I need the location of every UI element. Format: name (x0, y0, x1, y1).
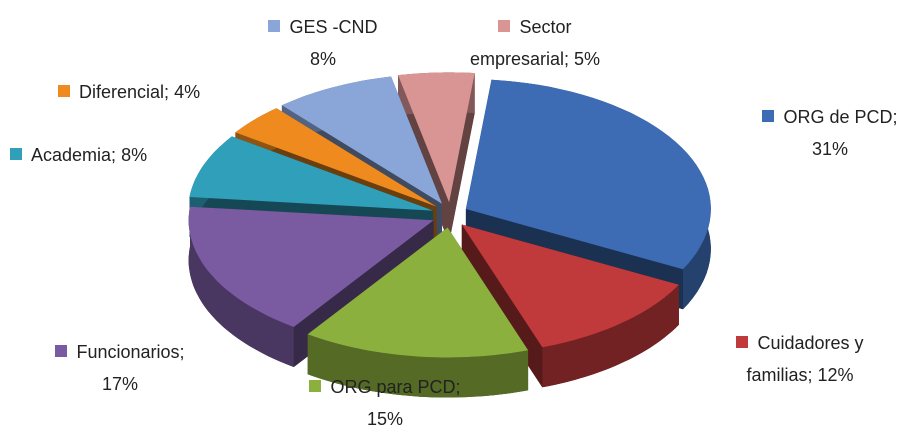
category-label: Funcionarios; (76, 342, 185, 362)
slice-top (189, 136, 434, 211)
legend-marker (498, 20, 511, 32)
data-label: Academia; 8% (10, 139, 230, 171)
category-label: GES -CND (289, 17, 378, 37)
category-label: Academia; (31, 145, 117, 165)
legend-marker (10, 148, 22, 160)
data-label: Funcionarios; 17% (45, 336, 195, 400)
legend-marker (736, 336, 749, 348)
value-label: 8% (121, 145, 148, 165)
slice-top (235, 108, 437, 207)
value-label: 8% (309, 49, 336, 69)
slice-top (281, 76, 442, 204)
data-label: ORG de PCD; 31% (750, 101, 907, 165)
value-label: 12% (817, 365, 854, 385)
slice-top (461, 224, 679, 348)
category-label: Diferencial; (79, 82, 170, 102)
slice-top (307, 227, 529, 358)
data-label: Sector empresarial; 5% (450, 11, 620, 75)
slice-top (188, 206, 434, 327)
category-label: Sector empresarial; (469, 17, 572, 69)
legend-marker (762, 110, 775, 122)
data-label: Cuidadores y familias; 12% (720, 327, 880, 391)
value-label: 17% (101, 374, 139, 394)
category-label: ORG para PCD; (330, 377, 461, 397)
slice-wall (542, 284, 679, 388)
legend-marker (58, 85, 70, 97)
data-label: Diferencial; 4% (58, 76, 278, 108)
data-label: GES -CND 8% (262, 11, 384, 75)
slice-top (398, 72, 475, 203)
legend-marker (309, 380, 322, 392)
slice-edge (449, 73, 475, 243)
pie-slice (307, 227, 529, 398)
category-label: ORG de PCD; (783, 107, 898, 127)
slice-wall (188, 206, 294, 367)
data-label: ORG para PCD; 15% (300, 371, 470, 427)
slice-top (465, 79, 711, 270)
value-label: 4% (174, 82, 201, 102)
category-label: Cuidadores y familias; (746, 333, 864, 385)
value-label: 15% (366, 409, 404, 427)
legend-marker (55, 345, 68, 357)
value-label: 5% (574, 49, 601, 69)
value-label: 31% (811, 139, 849, 159)
legend-marker (268, 20, 281, 32)
slice-wall (307, 334, 529, 398)
